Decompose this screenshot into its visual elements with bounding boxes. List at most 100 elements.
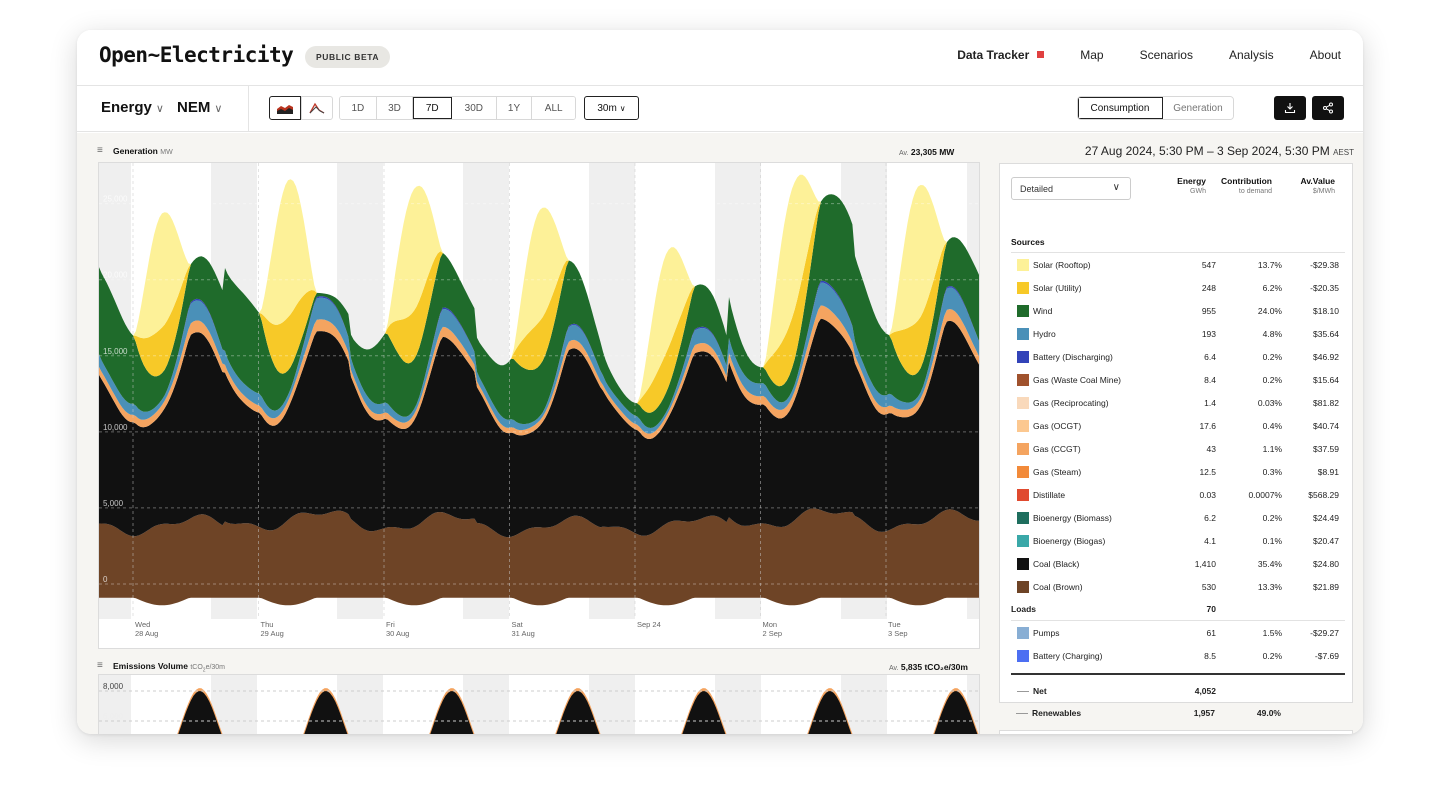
range-all[interactable]: ALL [532, 97, 575, 119]
nav-map[interactable]: Map [1080, 48, 1104, 62]
color-swatch [1017, 259, 1029, 271]
emissions-coal-area[interactable] [99, 691, 980, 734]
table-row[interactable]: Solar (Rooftop) 547 13.7% -$29.38 [1011, 254, 1345, 277]
x-tick-day: Thu [261, 620, 274, 629]
row-contribution: 0.4% [1262, 421, 1282, 431]
download-icon [1284, 103, 1296, 114]
series-area-solar-utility-[interactable] [99, 194, 980, 413]
stacked-area-view-button[interactable] [269, 96, 301, 120]
range-1y[interactable]: 1Y [496, 97, 533, 119]
loads-area[interactable] [99, 584, 980, 606]
divider [1011, 673, 1345, 675]
table-row[interactable]: Battery (Discharging) 6.4 0.2% $46.92 [1011, 346, 1345, 369]
generation-chart-header: ≡ Generation MW [97, 145, 173, 160]
table-row[interactable]: Bioenergy (Biogas) 4.1 0.1% $20.47 [1011, 530, 1345, 553]
table-row[interactable]: Gas (OCGT) 17.6 0.4% $40.74 [1011, 415, 1345, 438]
row-value: $15.64 [1313, 375, 1339, 385]
app-logo[interactable]: Open~Electricity [99, 43, 294, 67]
nav-data-tracker[interactable]: Data Tracker [921, 48, 1045, 62]
row-name: Gas (Waste Coal Mine) [1033, 375, 1122, 385]
renewables-contribution: 49.0% [1256, 708, 1281, 718]
row-name: Solar (Rooftop) [1033, 260, 1091, 270]
metric-selector[interactable]: Energy ∨ [101, 99, 164, 116]
row-name: Bioenergy (Biomass) [1033, 513, 1112, 523]
table-row[interactable]: Gas (Steam) 12.5 0.3% $8.91 [1011, 461, 1345, 484]
nav-analysis[interactable]: Analysis [1228, 48, 1274, 62]
chevron-down-icon: ∨ [619, 103, 626, 113]
average-value: 23,305 MW [910, 147, 955, 157]
row-energy: 530 [1201, 582, 1216, 592]
series-area-gas-ccgt-[interactable] [99, 305, 980, 439]
row-contribution: 4.8% [1262, 329, 1282, 339]
row-value: -$29.38 [1310, 260, 1339, 270]
generation-chart[interactable]: 25,000 20,000 15,000 10,000 5,000 0 Wed 28 Aug T… [98, 162, 980, 649]
emissions-chart[interactable]: 8,000 6,000 [98, 674, 980, 734]
color-swatch [1017, 328, 1029, 340]
series-area-wind[interactable] [99, 194, 980, 428]
row-value: $21.89 [1313, 582, 1339, 592]
table-row[interactable]: Gas (Waste Coal Mine) 8.4 0.2% $15.64 [1011, 369, 1345, 392]
consumption-toggle[interactable]: Consumption [1078, 97, 1163, 119]
table-row[interactable]: Solar (Utility) 248 6.2% -$20.35 [1011, 277, 1345, 300]
x-tick-day: Wed [135, 620, 150, 629]
row-value: $568.29 [1308, 490, 1339, 500]
loads-label: Loads [1011, 604, 1037, 614]
download-button[interactable] [1274, 96, 1306, 120]
y-tick-label: 25,000 [103, 195, 128, 204]
table-row[interactable]: Gas (Reciprocating) 1.4 0.03% $81.82 [1011, 392, 1345, 415]
energy-header: Energy GWh [1156, 176, 1206, 195]
sources-heading: Sources [1011, 237, 1045, 247]
table-row[interactable]: Coal (Brown) 530 13.3% $21.89 [1011, 576, 1345, 599]
menu-icon[interactable]: ≡ [97, 145, 103, 156]
row-name: Coal (Brown) [1033, 582, 1083, 592]
series-area-coal-black-[interactable] [99, 318, 980, 538]
row-energy: 248 [1201, 283, 1216, 293]
line-legend-icon [1017, 691, 1029, 692]
value-header: Av.Value $/MWh [1285, 176, 1336, 195]
row-energy: 17.6 [1199, 421, 1216, 431]
nav-about[interactable]: About [1309, 48, 1341, 62]
x-tick-date: 2 Sep [763, 629, 783, 638]
row-name: Gas (CCGT) [1033, 444, 1081, 454]
x-tick-date: 30 Aug [386, 629, 409, 638]
range-30d[interactable]: 30D [452, 97, 497, 119]
table-mode-dropdown[interactable]: Detailed ∨ [1011, 177, 1131, 200]
x-tick-date: 29 Aug [261, 629, 284, 638]
menu-icon[interactable]: ≡ [97, 660, 103, 671]
emissions-chart-svg[interactable]: 8,000 6,000 [99, 675, 980, 734]
generation-toggle[interactable]: Generation [1162, 97, 1233, 119]
chevron-down-icon: ∨ [214, 103, 223, 115]
table-row[interactable]: Gas (CCGT) 43 1.1% $37.59 [1011, 438, 1345, 461]
table-row[interactable]: Coal (Black) 1,410 35.4% $24.80 [1011, 553, 1345, 576]
contribution-header: Contribution to demand [1202, 176, 1272, 195]
table-row[interactable]: Wind 955 24.0% $18.10 [1011, 300, 1345, 323]
series-area-coal-brown-[interactable] [99, 508, 980, 585]
loads-total: 70 [1206, 604, 1216, 614]
color-swatch [1017, 420, 1029, 432]
region-selector[interactable]: NEM ∨ [177, 99, 222, 116]
table-row[interactable]: Bioenergy (Biomass) 6.2 0.2% $24.49 [1011, 507, 1345, 530]
color-swatch [1017, 351, 1029, 363]
table-row[interactable]: Pumps 61 1.5% -$29.27 [1011, 622, 1345, 645]
series-area-hydro[interactable] [99, 282, 980, 434]
contribution-header-unit: to demand [1238, 188, 1272, 195]
toolbar-divider [248, 86, 249, 132]
row-contribution: 0.1% [1262, 536, 1282, 546]
table-row[interactable]: Distillate 0.03 0.0007% $568.29 [1011, 484, 1345, 507]
nav-scenarios[interactable]: Scenarios [1139, 48, 1193, 62]
line-view-button[interactable] [301, 96, 333, 120]
table-row[interactable]: Battery (Charging) 8.5 0.2% -$7.69 [1011, 645, 1345, 668]
range-1d[interactable]: 1D [340, 97, 377, 119]
range-7d[interactable]: 7D [413, 97, 453, 119]
table-row[interactable]: Hydro 193 4.8% $35.64 [1011, 323, 1345, 346]
interval-selector[interactable]: 30m ∨ [584, 96, 639, 120]
metric-label: Energy [101, 99, 152, 116]
color-swatch [1017, 627, 1029, 639]
share-button[interactable] [1312, 96, 1344, 120]
range-3d[interactable]: 3D [376, 97, 414, 119]
row-energy: 43 [1206, 444, 1216, 454]
row-name: Distillate [1033, 490, 1066, 500]
series-area-solar-rooftop-[interactable] [99, 174, 980, 404]
timezone: AEST [1333, 148, 1354, 157]
